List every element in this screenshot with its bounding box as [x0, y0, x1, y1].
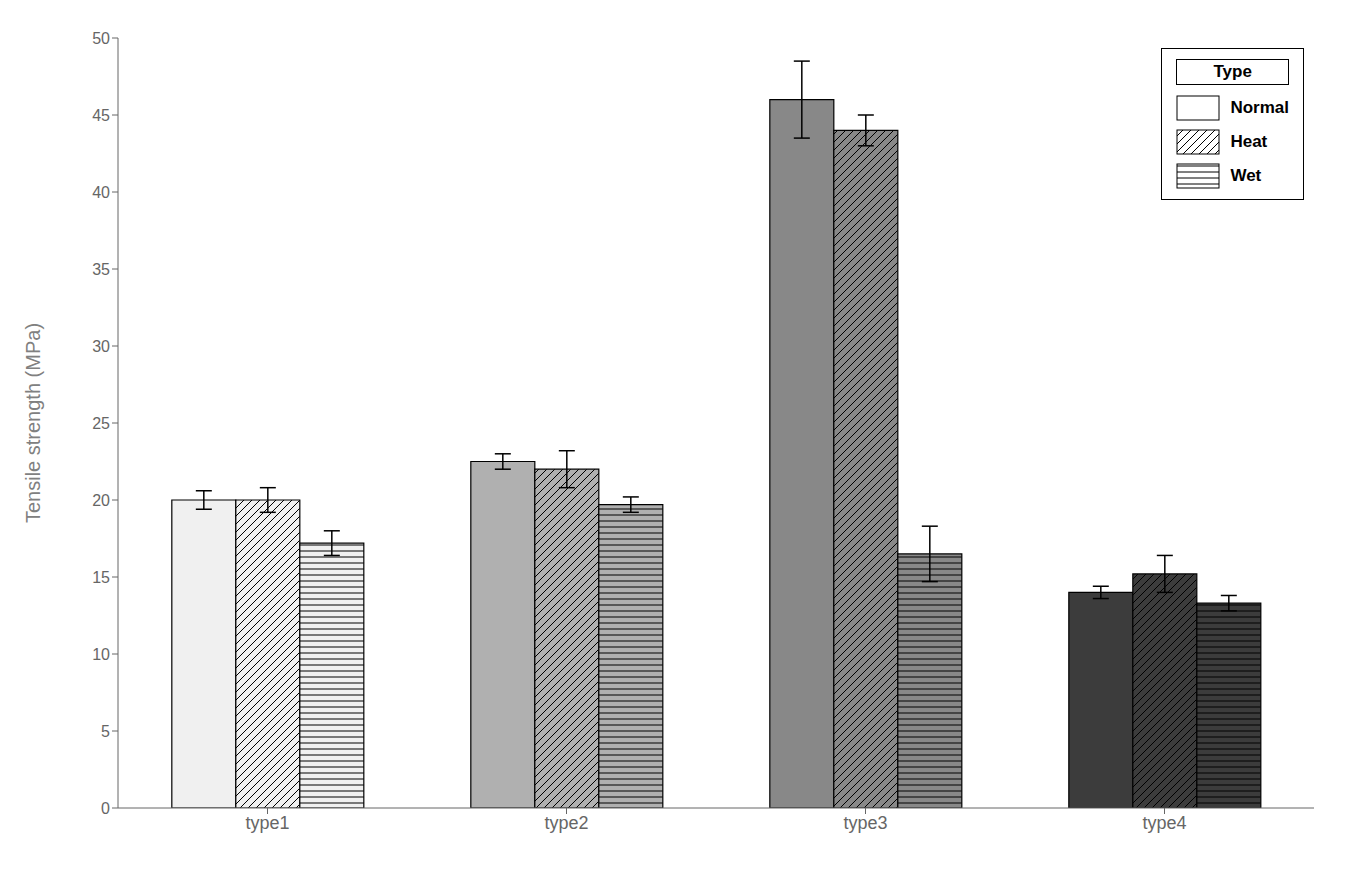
svg-text:0: 0 — [101, 800, 110, 817]
svg-text:35: 35 — [92, 261, 110, 278]
html-text:Normal: Normal — [1230, 98, 1289, 117]
svg-text:25: 25 — [92, 415, 110, 432]
svg-text:5: 5 — [101, 723, 110, 740]
html-text:Type: Type — [1213, 62, 1252, 81]
svg-text:type3: type3 — [843, 813, 887, 833]
svg-text:type1: type1 — [245, 813, 289, 833]
svg-text:20: 20 — [92, 492, 110, 509]
svg-text:45: 45 — [92, 107, 110, 124]
svg-text:10: 10 — [92, 646, 110, 663]
svg-text:15: 15 — [92, 569, 110, 586]
svg-text:30: 30 — [92, 338, 110, 355]
html-text:Wet: Wet — [1230, 166, 1262, 185]
html-text:Heat: Heat — [1230, 132, 1268, 151]
svg-text:50: 50 — [92, 30, 110, 47]
svg-text:type4: type4 — [1142, 813, 1186, 833]
svg-text:40: 40 — [92, 184, 110, 201]
svg-text:type2: type2 — [544, 813, 588, 833]
svg-text:Tensile strength (MPa): Tensile strength (MPa) — [22, 323, 44, 523]
